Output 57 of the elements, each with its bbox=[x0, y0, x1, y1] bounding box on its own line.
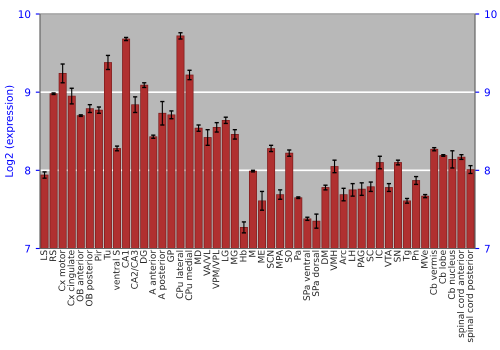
x-tick-label: CPu lateral bbox=[176, 250, 184, 298]
x-tick-label: DM bbox=[321, 250, 328, 264]
x-tick-label: VA/VL bbox=[204, 250, 211, 276]
x-tick-label: Pa bbox=[294, 250, 301, 260]
y-tick-label: 9 bbox=[25, 88, 30, 96]
x-tick-label: LH bbox=[348, 250, 356, 261]
x-tick-label: DG bbox=[140, 250, 147, 263]
y-tick-label: 8 bbox=[25, 166, 30, 174]
y-tick-label: 10 bbox=[18, 10, 30, 18]
x-tick-label: IC bbox=[376, 250, 382, 258]
x-tick-label: OB anterior bbox=[76, 250, 84, 302]
x-tick-label: spinal cord posterior bbox=[466, 250, 475, 342]
x-tick-label: Pir bbox=[94, 250, 102, 260]
x-tick-label: LS bbox=[40, 250, 48, 260]
x-tick-label: ventral S bbox=[112, 250, 120, 290]
x-tick-label: Cx motor bbox=[58, 250, 66, 291]
x-tick-label: VMH bbox=[330, 250, 338, 271]
x-tick-label: MG bbox=[230, 250, 238, 264]
x-tick-label: SN bbox=[394, 250, 401, 262]
x-tick-label: Cb vermis bbox=[430, 250, 437, 295]
y2-tick-label: 8 bbox=[484, 166, 490, 174]
y2-tick-label: 7 bbox=[484, 244, 490, 252]
x-tick-label: A posterior bbox=[158, 250, 167, 300]
x-tick-label: VPM/VPL bbox=[212, 250, 220, 289]
x-tick-label: VTA bbox=[384, 250, 392, 267]
y2-tick-label: 9 bbox=[484, 88, 490, 96]
x-tick-label: CPu medial bbox=[185, 250, 192, 300]
x-tick-label: OB posterior bbox=[85, 250, 94, 306]
x-tick-label: spinal cord anterior bbox=[457, 250, 466, 338]
y2-tick-label: 10 bbox=[485, 10, 497, 18]
x-tick-label: Cx cingulate bbox=[67, 250, 76, 306]
x-tick-label: MVe bbox=[421, 250, 428, 268]
x-tick-label: Tg bbox=[402, 250, 412, 262]
x-tick-label: SPa dorsal bbox=[312, 250, 320, 296]
x-tick-label: GP bbox=[167, 250, 174, 262]
x-tick-label: PAG bbox=[358, 250, 364, 267]
x-tick-label: Arc bbox=[340, 250, 346, 264]
x-tick-label: ME bbox=[258, 250, 265, 262]
x-tick-label: MD bbox=[194, 250, 202, 264]
x-tick-label: A anterior bbox=[148, 250, 156, 295]
x-tick-label: CA1 bbox=[122, 250, 129, 268]
x-tick-label: Cb nucleus bbox=[448, 250, 455, 300]
x-tick-label: MPA bbox=[276, 250, 283, 268]
x-tick-label: Cb lobe bbox=[438, 250, 446, 284]
x-tick-label: SCN bbox=[266, 250, 274, 268]
x-tick-label: Pn bbox=[412, 250, 419, 260]
x-tick-label: Hb bbox=[240, 250, 247, 262]
x-tick-label: SO bbox=[285, 250, 292, 262]
x-tick-label: M bbox=[248, 250, 256, 257]
x-tick-label: Tu bbox=[104, 250, 111, 260]
x-tick-label: LG bbox=[222, 250, 228, 262]
y-axis-title: Log2 (expression) bbox=[4, 86, 15, 177]
x-tick-label: SC bbox=[366, 250, 374, 262]
y-tick-label: 7 bbox=[25, 244, 30, 252]
x-tick-label: CA2/CA3 bbox=[130, 250, 138, 289]
x-tick-label: SPa ventral bbox=[302, 250, 310, 300]
x-tick-label: RS bbox=[49, 250, 56, 262]
